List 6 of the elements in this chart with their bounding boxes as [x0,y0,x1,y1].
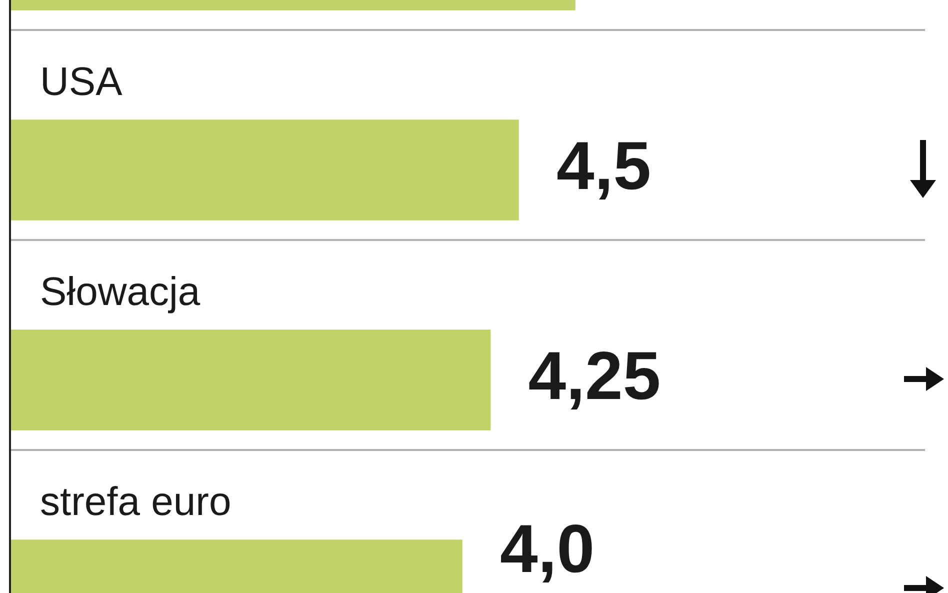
y-tick-label: strefa euro [40,480,232,524]
data-label: 4,25 [528,338,661,414]
y-tick-label: Słowacja [40,270,201,314]
data-label: 4,0 [500,510,595,587]
y-tick-label: USA [40,60,123,104]
data-label: 4,5 [556,128,652,204]
